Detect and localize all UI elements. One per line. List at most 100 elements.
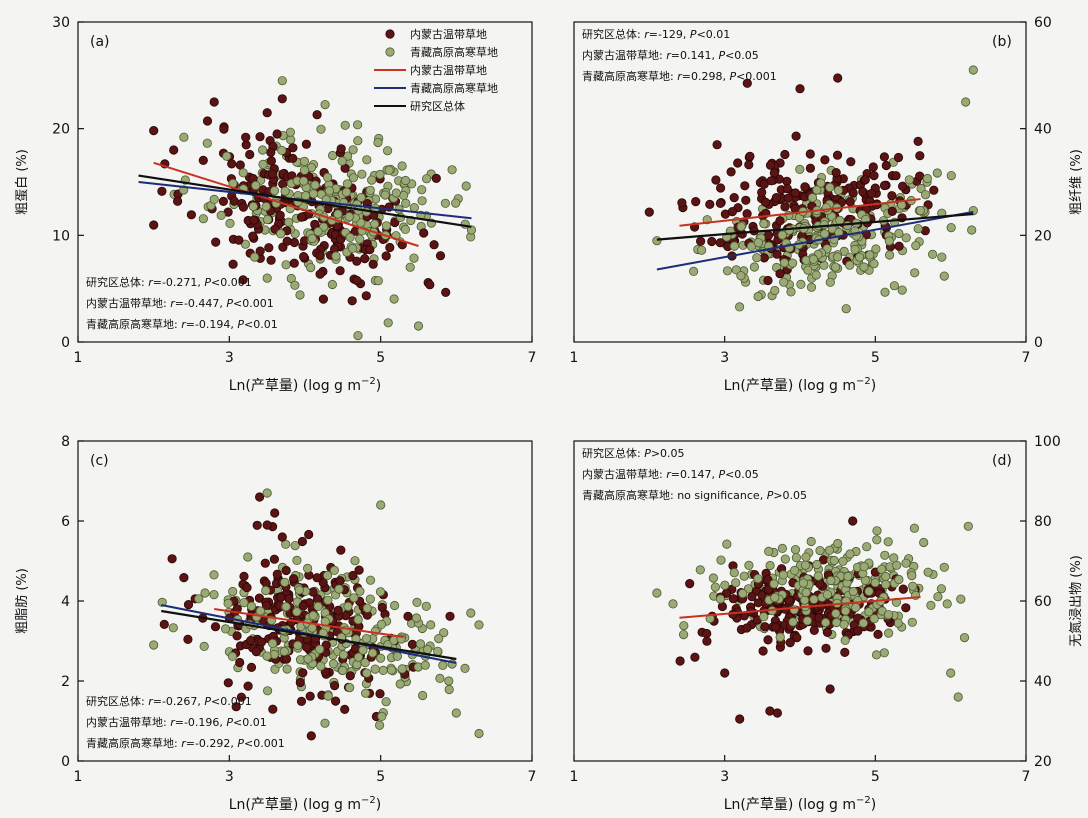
point-qinghai-tibet <box>466 608 476 618</box>
point-inner-mongolia <box>241 140 251 150</box>
point-inner-mongolia <box>157 186 167 196</box>
point-qinghai-tibet <box>778 570 788 580</box>
point-inner-mongolia <box>893 152 904 163</box>
point-inner-mongolia <box>695 236 706 246</box>
point-inner-mongolia <box>879 180 890 191</box>
point-qinghai-tibet <box>968 65 978 75</box>
point-qinghai-tibet <box>376 500 386 510</box>
y-tick-label: 4 <box>61 594 70 610</box>
point-inner-mongolia <box>375 689 385 699</box>
point-qinghai-tibet <box>262 488 272 498</box>
x-tick-label: 5 <box>376 350 385 366</box>
point-qinghai-tibet <box>360 688 371 698</box>
point-inner-mongolia <box>822 627 833 638</box>
point-qinghai-tibet <box>688 266 699 276</box>
point-qinghai-tibet <box>327 150 338 161</box>
y-tick-label: 30 <box>52 15 70 31</box>
legend-label: 内蒙古温带草地 <box>410 63 487 77</box>
point-inner-mongolia <box>894 241 904 251</box>
point-qinghai-tibet <box>788 617 798 627</box>
point-qinghai-tibet <box>840 635 850 646</box>
point-qinghai-tibet <box>831 617 842 628</box>
point-inner-mongolia <box>869 171 879 181</box>
points <box>644 65 978 314</box>
point-inner-mongolia <box>805 163 816 173</box>
point-inner-mongolia <box>242 582 252 593</box>
point-inner-mongolia <box>675 656 685 666</box>
point-qinghai-tibet <box>872 535 882 545</box>
stat-annotation: 青藏高原高寒草地: r=-0.292, P<0.001 <box>86 736 285 750</box>
point-qinghai-tibet <box>919 537 929 548</box>
point-qinghai-tibet <box>826 575 836 586</box>
point-qinghai-tibet <box>652 588 662 598</box>
point-qinghai-tibet <box>284 217 294 227</box>
point-qinghai-tibet <box>358 645 368 655</box>
point-inner-mongolia <box>241 132 251 142</box>
point-qinghai-tibet <box>880 287 890 297</box>
point-inner-mongolia <box>782 184 792 194</box>
point-qinghai-tibet <box>770 285 780 296</box>
point-qinghai-tibet <box>381 697 391 707</box>
point-inner-mongolia <box>702 636 712 646</box>
point-qinghai-tibet <box>933 592 943 602</box>
point-qinghai-tibet <box>356 192 366 203</box>
point-qinghai-tibet <box>953 692 963 702</box>
point-inner-mongolia <box>354 565 364 575</box>
point-qinghai-tibet <box>845 549 855 559</box>
point-inner-mongolia <box>232 631 242 641</box>
point-inner-mongolia <box>235 160 245 170</box>
point-qinghai-tibet <box>415 639 426 649</box>
point-qinghai-tibet <box>759 219 769 229</box>
legend-marker <box>385 29 395 39</box>
point-inner-mongolia <box>277 94 287 104</box>
point-inner-mongolia <box>245 149 255 160</box>
y-tick-label: 20 <box>52 122 70 138</box>
point-qinghai-tibet <box>349 593 359 603</box>
point-inner-mongolia <box>403 611 413 622</box>
point-inner-mongolia <box>381 251 391 261</box>
y-axis-label: 粗纤维 (%) <box>1069 149 1084 215</box>
point-qinghai-tibet <box>769 579 779 589</box>
point-inner-mongolia <box>763 230 774 240</box>
panel-label: (b) <box>992 34 1012 50</box>
point-qinghai-tibet <box>915 206 926 216</box>
point-inner-mongolia <box>234 235 244 245</box>
point-qinghai-tibet <box>841 304 851 314</box>
point-qinghai-tibet <box>280 577 290 587</box>
point-qinghai-tibet <box>373 276 383 286</box>
point-qinghai-tibet <box>417 196 427 206</box>
point-qinghai-tibet <box>720 580 730 590</box>
point-qinghai-tibet <box>815 545 825 556</box>
point-qinghai-tibet <box>361 633 371 644</box>
point-inner-mongolia <box>298 601 308 611</box>
point-inner-mongolia <box>763 275 773 286</box>
point-qinghai-tibet <box>262 273 272 283</box>
point-qinghai-tibet <box>729 568 739 578</box>
point-inner-mongolia <box>691 197 701 207</box>
point-inner-mongolia <box>210 622 221 632</box>
point-inner-mongolia <box>765 160 776 170</box>
point-inner-mongolia <box>848 188 858 198</box>
stat-annotation: 内蒙古温带草地: r=-0.196, P<0.01 <box>86 715 267 729</box>
point-inner-mongolia <box>330 696 341 706</box>
point-qinghai-tibet <box>779 277 789 287</box>
point-inner-mongolia <box>846 157 856 167</box>
point-qinghai-tibet <box>444 676 454 686</box>
point-qinghai-tibet <box>932 168 942 178</box>
point-qinghai-tibet <box>323 595 333 605</box>
point-inner-mongolia <box>256 637 267 647</box>
point-qinghai-tibet <box>839 619 849 630</box>
point-qinghai-tibet <box>869 614 879 624</box>
point-qinghai-tibet <box>345 682 355 693</box>
x-tick-label: 7 <box>528 350 537 366</box>
x-tick-label: 7 <box>1022 769 1031 785</box>
point-inner-mongolia <box>209 97 219 107</box>
point-qinghai-tibet <box>400 224 410 234</box>
point-qinghai-tibet <box>460 663 470 674</box>
point-inner-mongolia <box>302 642 312 652</box>
point-qinghai-tibet <box>801 587 811 598</box>
point-qinghai-tibet <box>322 570 333 581</box>
point-qinghai-tibet <box>759 612 769 622</box>
point-qinghai-tibet <box>327 279 337 290</box>
point-inner-mongolia <box>218 196 228 206</box>
